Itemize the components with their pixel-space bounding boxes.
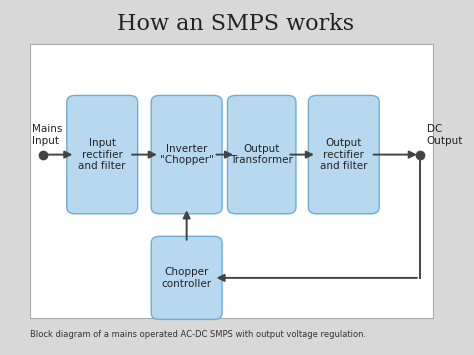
Text: Input
rectifier
and filter: Input rectifier and filter bbox=[79, 138, 126, 171]
FancyBboxPatch shape bbox=[151, 236, 222, 320]
Text: DC
Output: DC Output bbox=[427, 125, 463, 146]
FancyBboxPatch shape bbox=[228, 95, 296, 214]
Text: Mains
Input: Mains Input bbox=[32, 125, 62, 146]
Text: How an SMPS works: How an SMPS works bbox=[118, 13, 355, 35]
FancyBboxPatch shape bbox=[151, 95, 222, 214]
Text: Block diagram of a mains operated AC-DC SMPS with output voltage regulation.: Block diagram of a mains operated AC-DC … bbox=[29, 330, 365, 339]
FancyBboxPatch shape bbox=[29, 44, 433, 318]
FancyBboxPatch shape bbox=[309, 95, 379, 214]
Text: Output
Transformer: Output Transformer bbox=[230, 144, 293, 165]
Text: Inverter
"Chopper": Inverter "Chopper" bbox=[160, 144, 214, 165]
FancyBboxPatch shape bbox=[67, 95, 137, 214]
Text: Chopper
controller: Chopper controller bbox=[162, 267, 212, 289]
Text: Output
rectifier
and filter: Output rectifier and filter bbox=[320, 138, 367, 171]
